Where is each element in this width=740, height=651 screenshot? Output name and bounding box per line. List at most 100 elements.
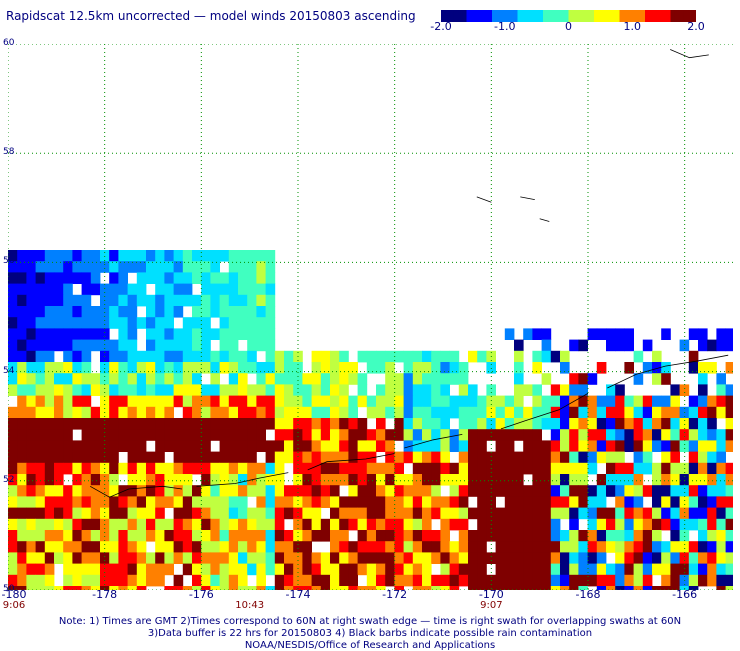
swath-cell xyxy=(192,339,202,352)
swath-cell xyxy=(81,384,92,396)
swath-cell xyxy=(514,586,524,590)
swath-cell xyxy=(192,429,202,441)
swath-cell xyxy=(256,440,266,452)
swath-cell xyxy=(100,283,110,296)
swath-cell xyxy=(63,272,73,284)
swath-cell xyxy=(127,328,138,340)
swath-cell xyxy=(63,507,73,520)
swath-cell xyxy=(376,496,386,508)
swath-cell xyxy=(707,462,717,475)
swath-cell xyxy=(265,294,276,307)
swath-cell xyxy=(256,563,266,576)
swath-cell xyxy=(550,474,561,486)
swath-cell xyxy=(376,485,386,497)
swath-cell xyxy=(100,507,110,520)
swath-cell xyxy=(679,440,690,452)
swath-cell xyxy=(274,429,285,441)
swath-cell xyxy=(550,406,561,419)
swath-cell xyxy=(642,586,653,590)
swath-cell xyxy=(164,418,174,430)
swath-cell xyxy=(256,418,266,430)
swath-cell xyxy=(90,384,101,396)
colorbar-segment xyxy=(475,10,480,22)
swath-cell xyxy=(514,574,524,587)
swath-cell xyxy=(578,485,588,497)
swath-cell xyxy=(63,373,73,385)
swath-cell xyxy=(422,384,432,396)
swath-cell xyxy=(652,518,662,531)
swath-cell xyxy=(688,406,699,419)
colorbar-segment xyxy=(534,10,540,22)
swath-cell xyxy=(495,574,506,587)
swath-cell xyxy=(698,406,708,419)
swath-cell xyxy=(477,485,487,497)
swath-cell xyxy=(633,496,644,508)
swath-cell xyxy=(486,418,496,430)
swath-cell xyxy=(366,474,377,486)
swath-cell xyxy=(431,384,441,396)
swath-cell xyxy=(716,451,726,464)
swath-cell xyxy=(440,451,450,464)
swath-cell xyxy=(72,496,82,508)
swath-cell xyxy=(339,541,349,553)
swath-cell xyxy=(348,429,358,441)
swath-cell xyxy=(348,518,358,531)
swath-cell xyxy=(449,406,460,419)
swath-cell xyxy=(228,317,239,329)
swath-cell xyxy=(228,283,239,296)
swath-cell xyxy=(431,373,441,385)
colorbar-segment xyxy=(606,10,612,22)
swath-cell xyxy=(155,541,165,553)
swath-cell xyxy=(182,272,193,284)
swath-cell xyxy=(587,574,598,587)
swath-cell xyxy=(109,563,119,576)
swath-cell xyxy=(182,283,193,296)
swath-cell xyxy=(606,530,616,542)
swath-cell xyxy=(182,451,193,464)
swath-cell xyxy=(523,485,533,497)
swath-cell xyxy=(146,384,156,396)
swath-cell xyxy=(504,507,515,520)
swath-cell xyxy=(385,552,395,564)
swath-cell xyxy=(284,362,294,374)
swath-cell xyxy=(320,350,331,363)
swath-cell xyxy=(688,395,699,408)
swath-cell xyxy=(256,518,266,531)
swath-cell xyxy=(403,418,414,430)
swath-cell xyxy=(228,306,239,318)
swath-cell xyxy=(72,272,82,284)
swath-cell xyxy=(238,250,248,262)
swath-cell xyxy=(192,317,202,329)
swath-cell xyxy=(44,250,55,262)
swath-cell xyxy=(127,283,138,296)
swath-cell xyxy=(238,406,248,419)
swath-cell xyxy=(90,563,101,576)
swath-cell xyxy=(54,306,64,318)
swath-cell xyxy=(320,563,331,576)
swath-cell xyxy=(348,496,358,508)
swath-cell xyxy=(486,496,496,508)
swath-cell xyxy=(348,474,358,486)
swath-cell xyxy=(661,541,671,553)
swath-cell xyxy=(707,418,717,430)
colorbar-segment xyxy=(462,10,468,22)
swath-cell xyxy=(109,552,119,564)
swath-cell xyxy=(247,541,257,553)
swath-cell xyxy=(688,362,699,374)
swath-cell xyxy=(661,563,671,576)
swath-cell xyxy=(670,507,680,520)
swath-cell xyxy=(164,328,174,340)
swath-cell xyxy=(118,518,128,531)
swath-cell xyxy=(100,530,110,542)
colorbar-segment xyxy=(547,10,553,22)
swath-cell xyxy=(339,474,349,486)
swath-cell xyxy=(8,283,18,296)
swath-cell xyxy=(44,541,55,553)
swath-cell xyxy=(44,462,55,475)
swath-cell xyxy=(81,395,92,408)
swath-cell xyxy=(330,574,340,587)
swath-cell xyxy=(8,362,18,374)
swath-cell xyxy=(8,339,18,352)
swath-cell xyxy=(504,518,515,531)
swath-cell xyxy=(228,574,239,587)
